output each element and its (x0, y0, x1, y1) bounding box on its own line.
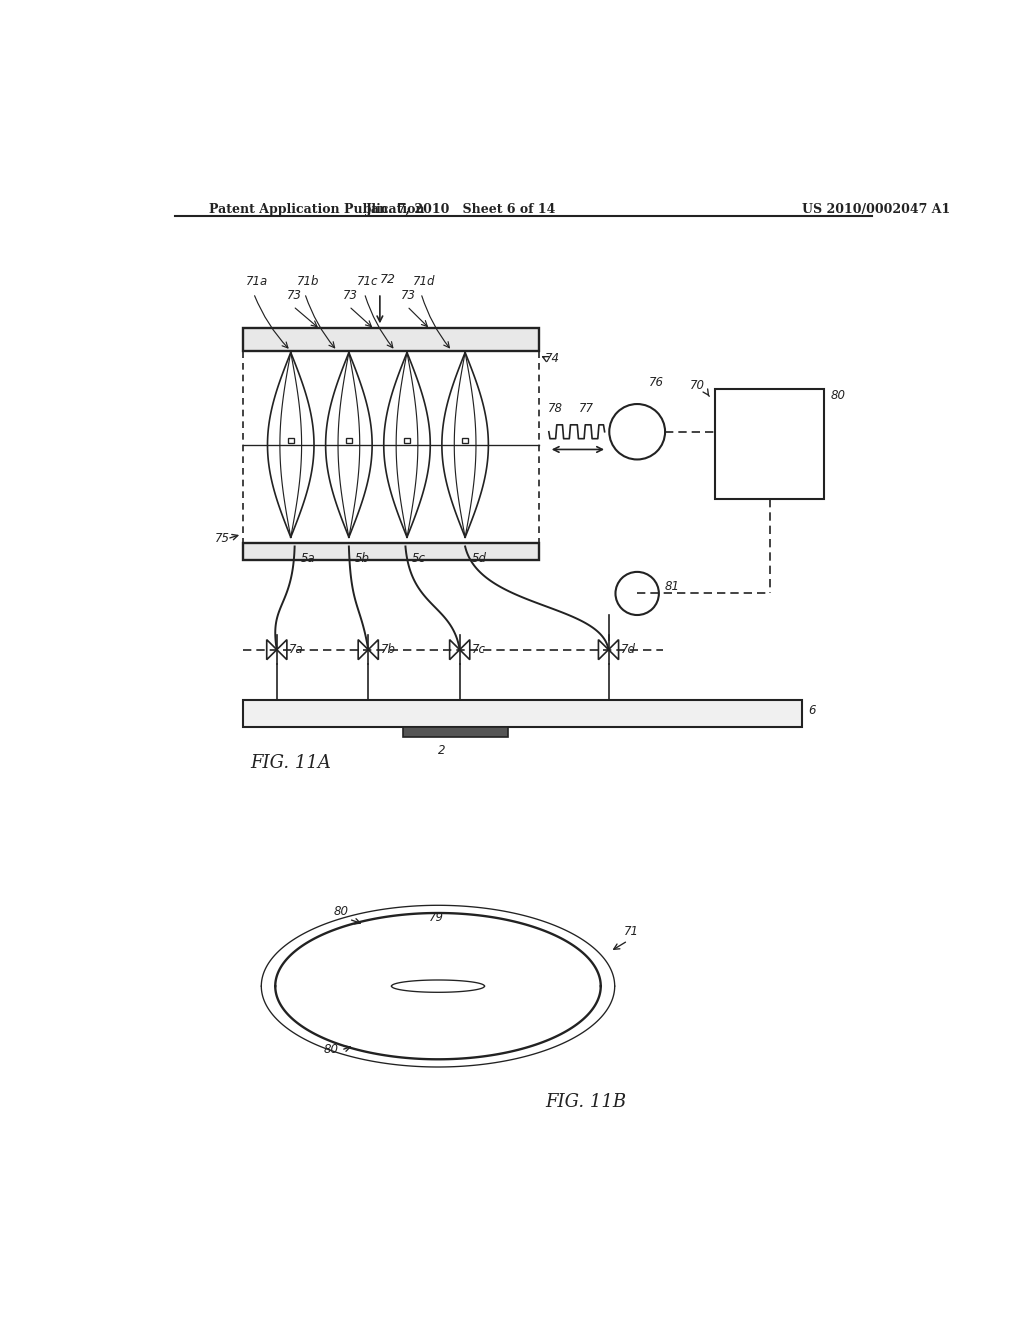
Text: 71d: 71d (414, 276, 435, 289)
Bar (243, 700, 802, 726)
Text: 80: 80 (334, 904, 348, 917)
Text: 5b: 5b (355, 552, 370, 565)
Bar (243, 327, 539, 351)
Text: FIG. 11A: FIG. 11A (251, 754, 332, 772)
Text: 80: 80 (324, 1043, 338, 1056)
Text: 7d: 7d (621, 643, 636, 656)
Text: 80: 80 (830, 388, 845, 401)
Text: 5a: 5a (301, 552, 315, 565)
Text: Jan. 7, 2010   Sheet 6 of 14: Jan. 7, 2010 Sheet 6 of 14 (366, 203, 556, 216)
Text: 71a: 71a (246, 276, 268, 289)
Text: 70: 70 (690, 379, 705, 392)
Text: 74: 74 (545, 352, 560, 366)
Text: 5d: 5d (471, 552, 486, 565)
Text: 77: 77 (579, 403, 594, 416)
Bar (346, 438, 352, 442)
Bar (462, 438, 468, 442)
Text: 73: 73 (400, 289, 416, 302)
Text: 72: 72 (380, 273, 395, 286)
Text: 2: 2 (438, 744, 445, 758)
Text: Patent Application Publication: Patent Application Publication (209, 203, 425, 216)
Text: 73: 73 (343, 289, 357, 302)
Text: FIG. 11B: FIG. 11B (545, 1093, 626, 1111)
Bar (403, 726, 508, 738)
Text: US 2010/0002047 A1: US 2010/0002047 A1 (802, 203, 950, 216)
Bar (716, 389, 824, 499)
Text: 78: 78 (548, 403, 563, 416)
Bar (288, 438, 294, 442)
Text: 75: 75 (215, 532, 229, 545)
Bar (243, 544, 539, 561)
Text: 71: 71 (624, 924, 639, 937)
Text: 73: 73 (287, 289, 302, 302)
Text: 76: 76 (649, 376, 664, 388)
Text: 7b: 7b (381, 643, 395, 656)
Text: 7a: 7a (289, 643, 304, 656)
Text: 7c: 7c (472, 643, 486, 656)
Text: 5c: 5c (412, 552, 426, 565)
Text: 71b: 71b (297, 276, 319, 289)
Text: 6: 6 (809, 704, 816, 717)
Bar (403, 438, 410, 442)
Text: 81: 81 (665, 579, 679, 593)
Text: 71c: 71c (356, 276, 378, 289)
Text: 79: 79 (429, 911, 443, 924)
